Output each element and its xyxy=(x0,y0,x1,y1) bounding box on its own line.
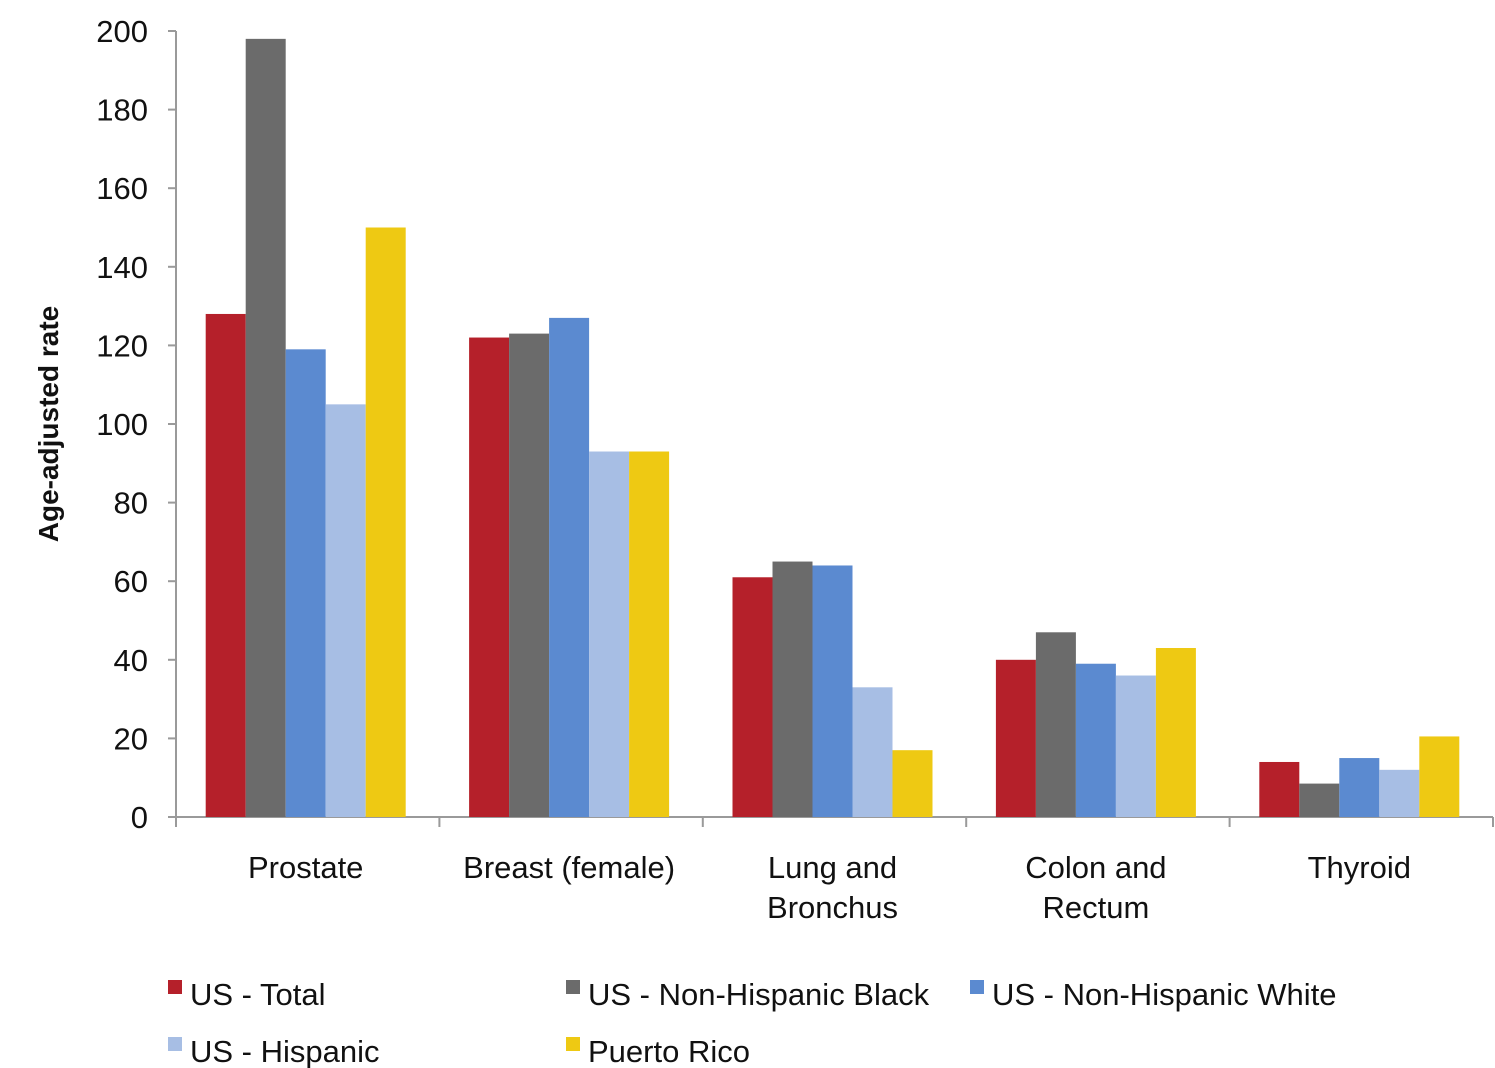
y-tick-label: 120 xyxy=(96,328,148,363)
bar xyxy=(812,565,853,817)
y-tick-label: 140 xyxy=(96,250,148,285)
bar xyxy=(205,313,246,817)
bar xyxy=(1299,783,1340,817)
bar xyxy=(1075,663,1116,817)
category-label-line: Prostate xyxy=(248,850,363,885)
x-axis xyxy=(175,816,1494,827)
category-label: Breast (female) xyxy=(463,850,675,885)
y-tick-label: 100 xyxy=(96,407,148,442)
bar xyxy=(469,337,510,817)
bar xyxy=(1155,648,1196,817)
bar xyxy=(1379,769,1420,817)
category-labels: Prostate Breast (female) Lung and Bronchus C… xyxy=(248,850,1411,925)
category-label-line: Breast (female) xyxy=(463,850,675,885)
bar xyxy=(1419,736,1460,817)
y-tick-label: 40 xyxy=(114,643,148,678)
bar xyxy=(509,333,550,817)
legend-swatch xyxy=(566,980,580,994)
y-tick-label: 160 xyxy=(96,171,148,206)
category-label: Lung and Bronchus xyxy=(767,850,898,925)
legend-label: US - Non-Hispanic White xyxy=(992,977,1337,1012)
legend-label: US - Total xyxy=(190,977,326,1012)
bar xyxy=(1035,632,1076,817)
legend-label: US - Non-Hispanic Black xyxy=(588,977,930,1012)
category-label-line: Colon and xyxy=(1025,850,1166,885)
y-tick-label: 20 xyxy=(114,721,148,756)
bar xyxy=(549,317,590,817)
bar xyxy=(995,659,1036,817)
bar xyxy=(285,349,326,817)
legend-label: US - Hispanic xyxy=(190,1034,380,1068)
legend-label: Puerto Rico xyxy=(588,1034,750,1068)
bar xyxy=(1339,758,1380,817)
category-label-line: Rectum xyxy=(1042,890,1149,925)
bar xyxy=(852,687,893,817)
legend-swatch xyxy=(168,1037,182,1051)
bar xyxy=(732,577,773,817)
bar xyxy=(892,750,933,817)
y-tick-label: 200 xyxy=(96,14,148,49)
y-tick-label: 180 xyxy=(96,93,148,128)
y-axis: 0 20 40 60 80 100 120 140 160 180 200 xyxy=(96,14,177,835)
category-label-line: Bronchus xyxy=(767,890,898,925)
legend-swatch xyxy=(168,980,182,994)
category-label: Thyroid xyxy=(1308,850,1411,885)
category-label-line: Lung and xyxy=(768,850,897,885)
y-axis-label: Age-adjusted rate xyxy=(33,306,64,543)
bar xyxy=(325,404,366,817)
category-label: Prostate xyxy=(248,850,363,885)
bar xyxy=(772,561,813,817)
y-tick-label: 60 xyxy=(114,564,148,599)
bar xyxy=(1115,675,1156,817)
bars xyxy=(205,38,1460,818)
legend: US - Total US - Non-Hispanic Black US - No… xyxy=(168,977,1337,1068)
bar xyxy=(589,451,630,817)
bar xyxy=(365,227,406,817)
y-tick-label: 0 xyxy=(131,800,148,835)
y-tick-label: 80 xyxy=(114,486,148,521)
legend-swatch xyxy=(970,980,984,994)
category-label: Colon and Rectum xyxy=(1025,850,1166,925)
legend-swatch xyxy=(566,1037,580,1051)
bar xyxy=(629,451,670,817)
bar xyxy=(245,38,286,818)
bar xyxy=(1259,761,1300,817)
category-label-line: Thyroid xyxy=(1308,850,1411,885)
